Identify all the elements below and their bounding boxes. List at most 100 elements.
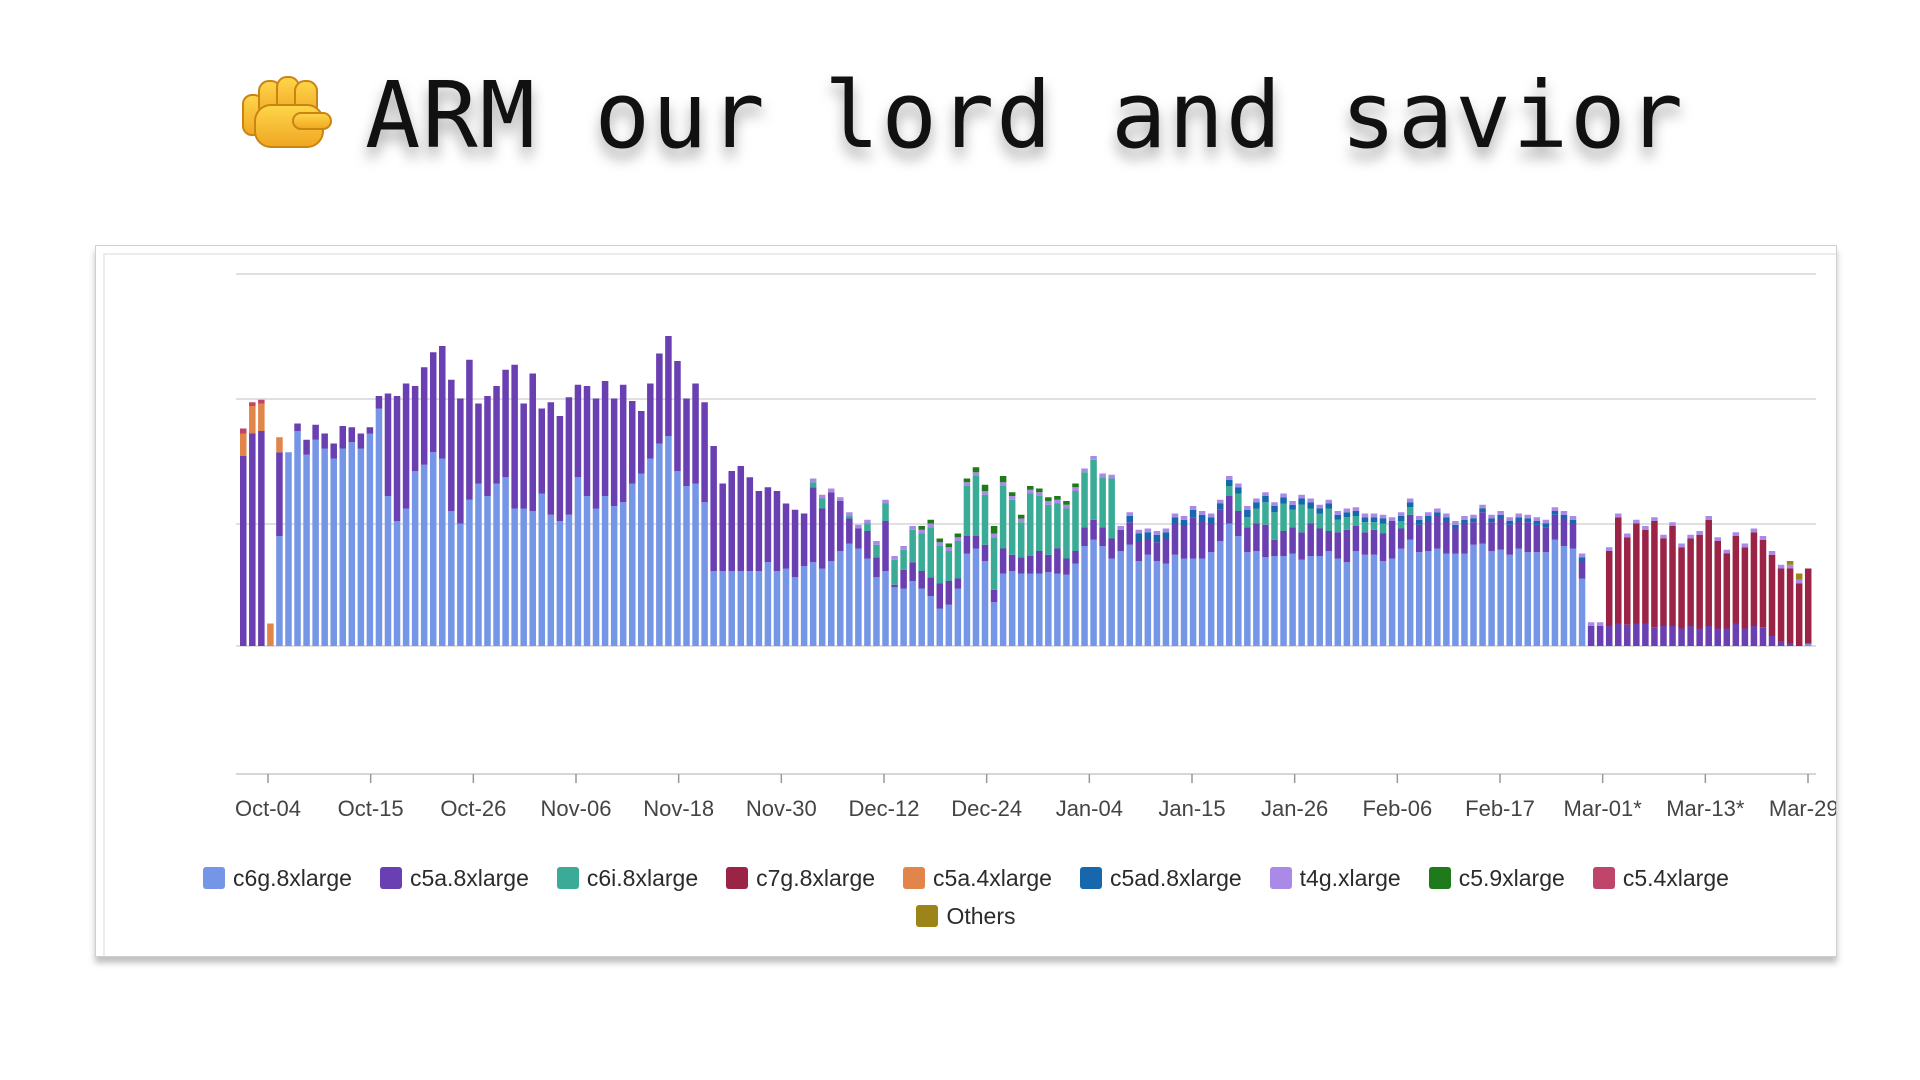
bar-segment-c6g-8xlarge xyxy=(818,568,826,646)
bar-segment-c6i-8xlarge xyxy=(1325,508,1333,531)
bar-segment-c5a-8xlarge xyxy=(1162,538,1170,564)
bar-segment-c5a-8xlarge xyxy=(665,336,672,436)
bar-segment-c5a-8xlarge xyxy=(1334,532,1342,559)
bar-segment-c5a-8xlarge xyxy=(601,381,609,496)
bar-segment-t4g-xlarge xyxy=(1171,513,1179,518)
bar-segment-c5a-8xlarge xyxy=(1207,523,1215,553)
bar-segment-c6g-8xlarge xyxy=(1017,573,1025,646)
bar-segment-c6g-8xlarge xyxy=(1054,573,1061,646)
bar-segment-c6i-8xlarge xyxy=(1008,499,1016,555)
bar-segment-c5a-8xlarge xyxy=(873,557,880,578)
bar-segment-c7g-8xlarge xyxy=(1750,532,1758,626)
bar-segment-c5a-8xlarge xyxy=(1036,551,1043,574)
bar-segment-c5a-8xlarge xyxy=(737,466,745,571)
bar-segment-c5ad-8xlarge xyxy=(1189,509,1197,518)
bar-segment-c5a-8xlarge xyxy=(1271,539,1278,556)
bar-segment-c5a-8xlarge xyxy=(1216,509,1224,541)
bar-segment-c5-4xlarge xyxy=(258,399,265,404)
bar-segment-c6g-8xlarge xyxy=(1008,571,1016,646)
bar-segment-c5a-8xlarge xyxy=(1624,624,1631,646)
legend-item[interactable]: Others xyxy=(916,903,1016,930)
bar-segment-c5ad-8xlarge xyxy=(1343,512,1351,518)
bar-segment-c5a-8xlarge xyxy=(864,531,871,559)
bar-segment-c5a-8xlarge xyxy=(972,536,980,549)
bar-segment-c6g-8xlarge xyxy=(647,458,654,646)
bar-segment-t4g-xlarge xyxy=(1090,456,1097,460)
legend-swatch xyxy=(1269,867,1292,889)
bar-segment-c5-9xlarge xyxy=(1054,496,1061,500)
bar-segment-c7g-8xlarge xyxy=(1777,568,1785,641)
bar-segment-c5ad-8xlarge xyxy=(1551,511,1559,515)
legend-item[interactable]: c5a.8xlarge xyxy=(379,865,529,892)
bar-segment-t4g-xlarge xyxy=(1370,513,1378,518)
legend-item[interactable]: c7g.8xlarge xyxy=(726,865,875,892)
bar-segment-c5a-8xlarge xyxy=(511,364,518,509)
bar-segment-c5a-8xlarge xyxy=(1198,521,1206,559)
legend-swatch xyxy=(916,905,939,927)
bar-segment-c7g-8xlarge xyxy=(1687,538,1694,626)
legend-item[interactable]: c5a.4xlarge xyxy=(903,865,1052,892)
legend-item[interactable]: c6g.8xlarge xyxy=(203,865,352,892)
legend-item[interactable]: c5.9xlarge xyxy=(1428,865,1565,892)
bar-segment-c5ad-8xlarge xyxy=(1334,514,1342,520)
bar-segment-t4g-xlarge xyxy=(837,497,844,501)
bar-segment-t4g-xlarge xyxy=(1298,494,1305,499)
bar-segment-c6g-8xlarge xyxy=(538,493,546,646)
bar-segment-t4g-xlarge xyxy=(1614,513,1622,518)
bar-segment-c5a-8xlarge xyxy=(610,398,618,506)
bar-segment-t4g-xlarge xyxy=(1198,511,1206,515)
bar-segment-c5a-8xlarge xyxy=(1651,627,1658,646)
bar-segment-c6g-8xlarge xyxy=(493,483,500,646)
bar-segment-t4g-xlarge xyxy=(1207,513,1215,518)
legend-item[interactable]: c5ad.8xlarge xyxy=(1079,864,1242,892)
legend-item[interactable]: c6i.8xlarge xyxy=(556,865,698,892)
bar-segment-c5ad-8xlarge xyxy=(1253,502,1260,509)
bar-segment-c5ad-8xlarge xyxy=(1497,514,1504,519)
bar-segment-t4g-xlarge xyxy=(1587,622,1595,626)
bar-segment-c6g-8xlarge xyxy=(864,558,871,646)
bar-segment-t4g-xlarge xyxy=(1117,526,1124,530)
bar-segment-c6g-8xlarge xyxy=(393,521,401,646)
bar-segment-c6g-8xlarge xyxy=(1180,558,1188,646)
bar-segment-c6g-8xlarge xyxy=(1406,539,1414,646)
x-tick-label: Feb-17 xyxy=(1465,796,1535,821)
legend-label: c5ad.8xlarge xyxy=(1109,864,1242,891)
bar-segment-c5a-8xlarge xyxy=(1687,626,1694,646)
bar-segment-c6g-8xlarge xyxy=(1171,554,1179,646)
bar-segment-c5ad-8xlarge xyxy=(1216,503,1224,510)
bar-segment-c5a-4xlarge xyxy=(276,437,283,453)
bar-segment-c5-9xlarge xyxy=(945,543,953,548)
stacked-bar-chart: Oct-04 Oct-15 Oct-26 Nov-06 Nov-18 Nov-30 Dec-… xyxy=(235,273,1836,821)
bar-segment-t4g-xlarge xyxy=(1795,579,1803,584)
x-tick-label: Nov-18 xyxy=(643,796,714,821)
bar-segment-c6g-8xlarge xyxy=(1216,541,1224,646)
bar-segment-c6g-8xlarge xyxy=(1425,551,1432,646)
bar-segment-t4g-xlarge xyxy=(1316,504,1323,509)
bar-segment-c6g-8xlarge xyxy=(375,408,383,646)
bar-segment-c6g-8xlarge xyxy=(990,602,998,646)
bar-segment-c6g-8xlarge xyxy=(1334,558,1342,646)
bar-segment-c5a-8xlarge xyxy=(1379,533,1387,561)
bar-segment-t4g-xlarge xyxy=(1397,512,1405,516)
bar-segment-c5a-8xlarge xyxy=(1126,522,1134,545)
legend-item[interactable]: c5.4xlarge xyxy=(1592,865,1729,892)
legend-item[interactable]: t4g.xlarge xyxy=(1269,865,1401,892)
bar-segment-c6g-8xlarge xyxy=(683,486,690,646)
x-tick-label: Jan-04 xyxy=(1056,796,1123,821)
bar-segment-c5ad-8xlarge xyxy=(1307,502,1314,509)
bar-segment-c5a-8xlarge xyxy=(1569,523,1577,549)
bar-segment-c5-9xlarge xyxy=(990,526,998,534)
bar-segment-c5a-8xlarge xyxy=(475,403,482,484)
bar-segment-t4g-xlarge xyxy=(1569,516,1577,520)
bar-segment-c6g-8xlarge xyxy=(638,473,645,646)
bar-segment-c6g-8xlarge xyxy=(1235,536,1242,646)
bar-segment-c6i-8xlarge xyxy=(1361,522,1369,533)
bar-segment-c5a-8xlarge xyxy=(484,396,491,496)
bar-segment-c5a-8xlarge xyxy=(1614,623,1622,646)
bar-segment-c5ad-8xlarge xyxy=(1379,518,1387,524)
bar-segment-t4g-xlarge xyxy=(1759,536,1767,540)
bar-segment-c5a-8xlarge xyxy=(728,471,735,571)
bar-segment-c5ad-8xlarge xyxy=(1280,497,1287,504)
bar-segment-c5a-4xlarge xyxy=(240,433,247,456)
bar-segment-c6g-8xlarge xyxy=(945,604,953,646)
